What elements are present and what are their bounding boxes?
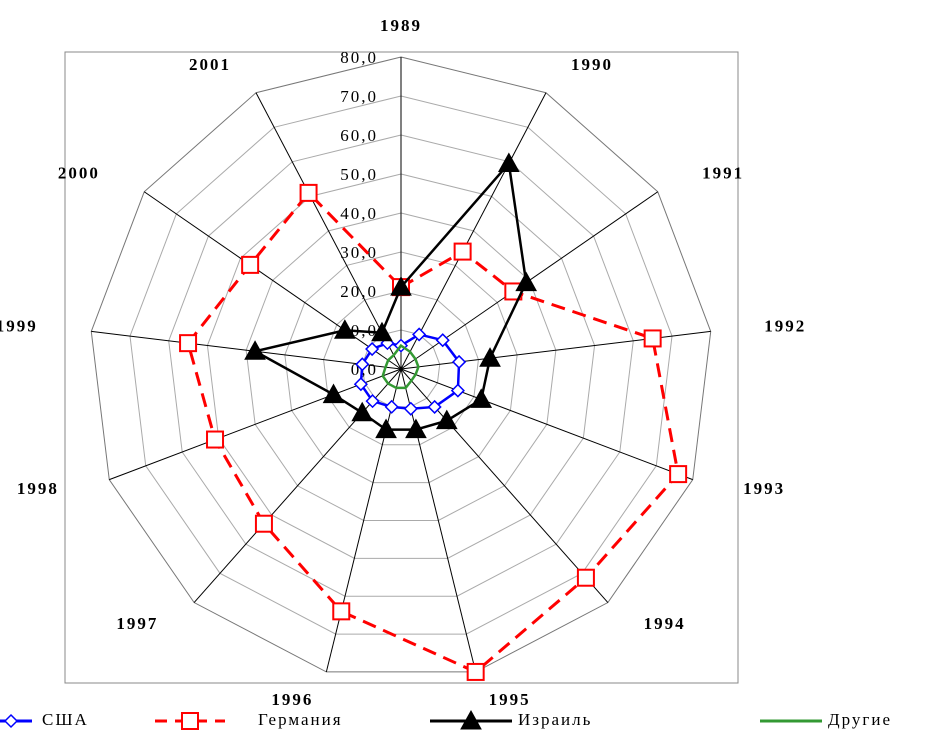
marker: [497, 152, 520, 173]
marker: [206, 430, 225, 449]
r-tick-label: 40,0: [340, 204, 378, 223]
spoke: [109, 368, 402, 481]
marker: [450, 383, 465, 398]
category-label: 1994: [644, 614, 686, 633]
marker: [412, 327, 427, 342]
grid-ring: [284, 251, 518, 484]
category-label: 2000: [58, 164, 100, 183]
marker: [351, 401, 374, 422]
marker: [322, 383, 345, 404]
marker: [390, 276, 412, 296]
grid-ring: [245, 212, 557, 521]
marker: [576, 568, 595, 587]
marker: [643, 329, 662, 348]
marker: [403, 401, 418, 416]
category-label: 2001: [189, 55, 231, 74]
category-label: 1989: [380, 16, 422, 35]
marker: [435, 333, 450, 348]
category-label: 1995: [489, 690, 531, 709]
category-label: 1997: [116, 614, 158, 633]
legend-label: США: [42, 710, 89, 729]
marker: [353, 377, 368, 392]
spoke: [325, 368, 402, 673]
series-line: [186, 190, 680, 674]
category-label: 1993: [743, 479, 785, 498]
marker: [254, 514, 273, 533]
category-label: 1998: [17, 479, 59, 498]
marker: [365, 394, 380, 409]
marker: [435, 409, 458, 430]
legend-label: Израиль: [518, 710, 592, 729]
marker: [405, 418, 427, 439]
r-tick-label: 80,0: [340, 48, 378, 67]
grid-ring: [206, 173, 596, 559]
marker: [299, 183, 318, 202]
marker: [460, 709, 482, 730]
legend-label: Германия: [258, 710, 343, 729]
r-tick-label: 60,0: [340, 126, 378, 145]
r-tick-label: 30,0: [340, 243, 378, 262]
marker: [371, 321, 393, 342]
marker: [332, 602, 351, 621]
category-label: 1992: [764, 317, 806, 336]
marker: [466, 662, 485, 681]
marker: [384, 399, 399, 414]
r-tick-label: 20,0: [340, 282, 378, 301]
spoke: [143, 191, 402, 370]
marker: [365, 342, 380, 357]
marker: [375, 418, 397, 439]
marker: [427, 399, 442, 415]
category-label: 1996: [271, 690, 313, 709]
marker: [479, 347, 501, 367]
grid-ring: [323, 290, 479, 446]
plot-frame: [64, 51, 739, 684]
marker: [179, 334, 198, 353]
spoke: [255, 92, 402, 370]
legend-label: Другие: [828, 710, 892, 729]
series-line: [381, 343, 420, 390]
category-label: 1990: [571, 55, 613, 74]
grid-ring: [168, 134, 634, 597]
category-label: 1991: [702, 164, 744, 183]
grid-ring: [90, 56, 712, 673]
marker: [470, 388, 493, 408]
spoke: [193, 368, 402, 603]
spoke: [400, 368, 693, 481]
marker: [3, 713, 19, 729]
marker: [181, 712, 199, 730]
r-tick-label: 50,0: [340, 165, 378, 184]
marker: [452, 354, 467, 370]
r-tick-label: 70,0: [340, 87, 378, 106]
spoke: [400, 92, 547, 370]
spoke: [400, 368, 477, 673]
marker: [244, 340, 266, 360]
marker: [333, 319, 356, 339]
category-label: 1999: [0, 317, 38, 336]
grid-ring: [129, 95, 673, 635]
marker: [241, 255, 260, 274]
marker: [515, 271, 538, 292]
marker: [453, 242, 472, 261]
series-line: [251, 160, 528, 431]
marker: [355, 357, 370, 372]
marker: [669, 465, 688, 484]
spoke: [91, 330, 402, 370]
